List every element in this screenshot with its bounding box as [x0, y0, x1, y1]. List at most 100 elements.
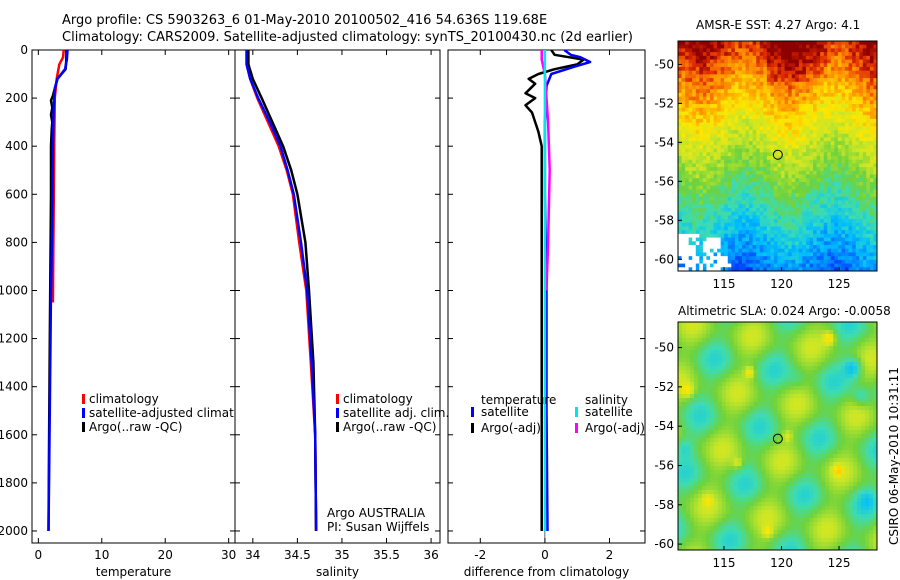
- sst-heatmap-cell: [795, 226, 800, 231]
- sla-heatmap-cell: [721, 338, 727, 343]
- sst-heatmap-cell: [713, 241, 718, 246]
- sst-heatmap-cell: [809, 170, 814, 175]
- sst-heatmap-cell: [717, 196, 722, 201]
- sla-heatmap-cell: [678, 338, 683, 343]
- depth-tick-label: 1200: [0, 332, 28, 346]
- difference-x-tick-label: 2: [606, 548, 614, 562]
- sst-heatmap-cell: [713, 156, 718, 161]
- sst-heatmap-cell: [848, 163, 853, 168]
- sst-heatmap-cell: [745, 211, 750, 216]
- sst-heatmap-cell: [820, 63, 825, 68]
- sst-heatmap-cell: [770, 267, 775, 272]
- sst-heatmap-cell: [731, 185, 736, 190]
- sla-heatmap-cell: [789, 410, 794, 415]
- sst-heatmap-cell: [873, 163, 878, 168]
- sla-heatmap-cell: [805, 330, 810, 335]
- sst-heatmap-cell: [869, 96, 874, 101]
- sst-heatmap-cell: [773, 267, 778, 272]
- sst-heatmap-cell: [717, 66, 722, 72]
- sla-heatmap-cell: [709, 334, 715, 339]
- sst-heatmap-cell: [741, 189, 746, 194]
- sst-heatmap-cell: [795, 111, 800, 116]
- sst-heatmap-cell: [709, 133, 714, 138]
- sst-heatmap-cell: [759, 233, 764, 239]
- sla-heatmap-cell: [829, 418, 834, 423]
- sst-heatmap-cell: [862, 156, 867, 161]
- sst-heatmap-cell: [795, 81, 800, 86]
- sst-heatmap-cell: [692, 78, 697, 83]
- sla-heatmap-cell: [697, 426, 703, 431]
- sst-heatmap-cell: [855, 159, 860, 164]
- sla-heatmap-cell: [857, 386, 862, 391]
- sst-heatmap-cell: [834, 185, 839, 190]
- sst-heatmap-cell: [791, 81, 796, 86]
- sst-heatmap-cell: [763, 111, 768, 116]
- sst-heatmap-cell: [845, 170, 849, 175]
- sst-heatmap-cell: [827, 174, 832, 179]
- sst-heatmap-cell: [727, 248, 732, 253]
- sst-heatmap-cell: [699, 126, 704, 131]
- sst-heatmap-cell: [820, 144, 825, 149]
- sst-heatmap-cell: [713, 85, 718, 90]
- sst-heatmap-cell: [869, 263, 874, 268]
- sst-heatmap-cell: [720, 59, 725, 64]
- sst-heatmap-cell: [809, 137, 814, 142]
- sst-heatmap-cell: [830, 219, 835, 224]
- sst-heatmap-cell: [791, 130, 796, 135]
- sst-heatmap-cell: [798, 259, 803, 264]
- sla-heatmap-cell: [793, 370, 798, 375]
- sla-heatmap-cell: [797, 358, 802, 363]
- sst-heatmap-cell: [813, 170, 817, 175]
- sst-heatmap-cell: [763, 78, 768, 83]
- sla-heatmap-cell: [769, 374, 774, 379]
- sla-heatmap-cell: [873, 346, 878, 351]
- sst-heatmap-cell: [816, 204, 821, 209]
- sst-heatmap-cell: [827, 196, 832, 201]
- sla-heatmap-cell: [825, 354, 830, 359]
- sst-heatmap-cell: [777, 126, 782, 131]
- sla-heatmap-cell: [857, 346, 862, 351]
- sst-heatmap-cell: [777, 245, 782, 250]
- sst-heatmap-cell: [834, 111, 839, 116]
- sst-heatmap-cell: [866, 66, 871, 72]
- sla-heatmap-cell: [801, 330, 806, 335]
- sst-heatmap-cell: [749, 133, 754, 138]
- sla-heatmap-cell: [693, 354, 699, 359]
- sla-heatmap-cell: [861, 350, 866, 355]
- sla-heatmap-cell: [785, 406, 790, 411]
- sla-heatmap-cell: [845, 390, 850, 395]
- sst-heatmap-cell: [820, 163, 825, 168]
- sst-heatmap-cell: [709, 159, 714, 164]
- sla-heatmap-cell: [741, 366, 747, 371]
- sst-heatmap-cell: [816, 126, 821, 131]
- sla-heatmap-cell: [681, 366, 687, 371]
- sst-heatmap-cell: [752, 63, 757, 68]
- sla-heatmap-cell: [833, 422, 838, 427]
- sla-heatmap-cell: [733, 374, 739, 379]
- sst-heatmap-cell: [788, 66, 793, 72]
- sst-heatmap-cell: [869, 85, 874, 90]
- sst-heatmap-cell: [837, 193, 842, 198]
- sst-heatmap-cell: [717, 78, 722, 83]
- sst-heatmap-cell: [830, 66, 835, 72]
- sla-heatmap-cell: [737, 386, 743, 391]
- sst-heatmap-cell: [802, 122, 807, 127]
- sst-heatmap-cell: [717, 178, 722, 183]
- sst-heatmap-cell: [685, 230, 690, 235]
- sst-heatmap-cell: [766, 74, 771, 79]
- sst-heatmap-cell: [816, 196, 821, 201]
- sst-heatmap-cell: [841, 100, 846, 105]
- sla-heatmap-cell: [701, 370, 707, 375]
- sla-heatmap-cell: [793, 382, 798, 387]
- sst-heatmap-cell: [813, 74, 817, 79]
- sst-heatmap-cell: [841, 207, 846, 213]
- sla-heatmap-cell: [861, 330, 866, 335]
- sst-heatmap-cell: [681, 63, 686, 68]
- sst-heatmap-cell: [813, 55, 817, 60]
- sst-heatmap-cell: [866, 241, 871, 246]
- sst-heatmap-cell: [734, 70, 739, 75]
- sst-heatmap-cell: [834, 89, 839, 94]
- sst-heatmap-cell: [692, 178, 697, 183]
- sla-heatmap-cell: [813, 338, 818, 343]
- sst-heatmap-cell: [745, 215, 750, 220]
